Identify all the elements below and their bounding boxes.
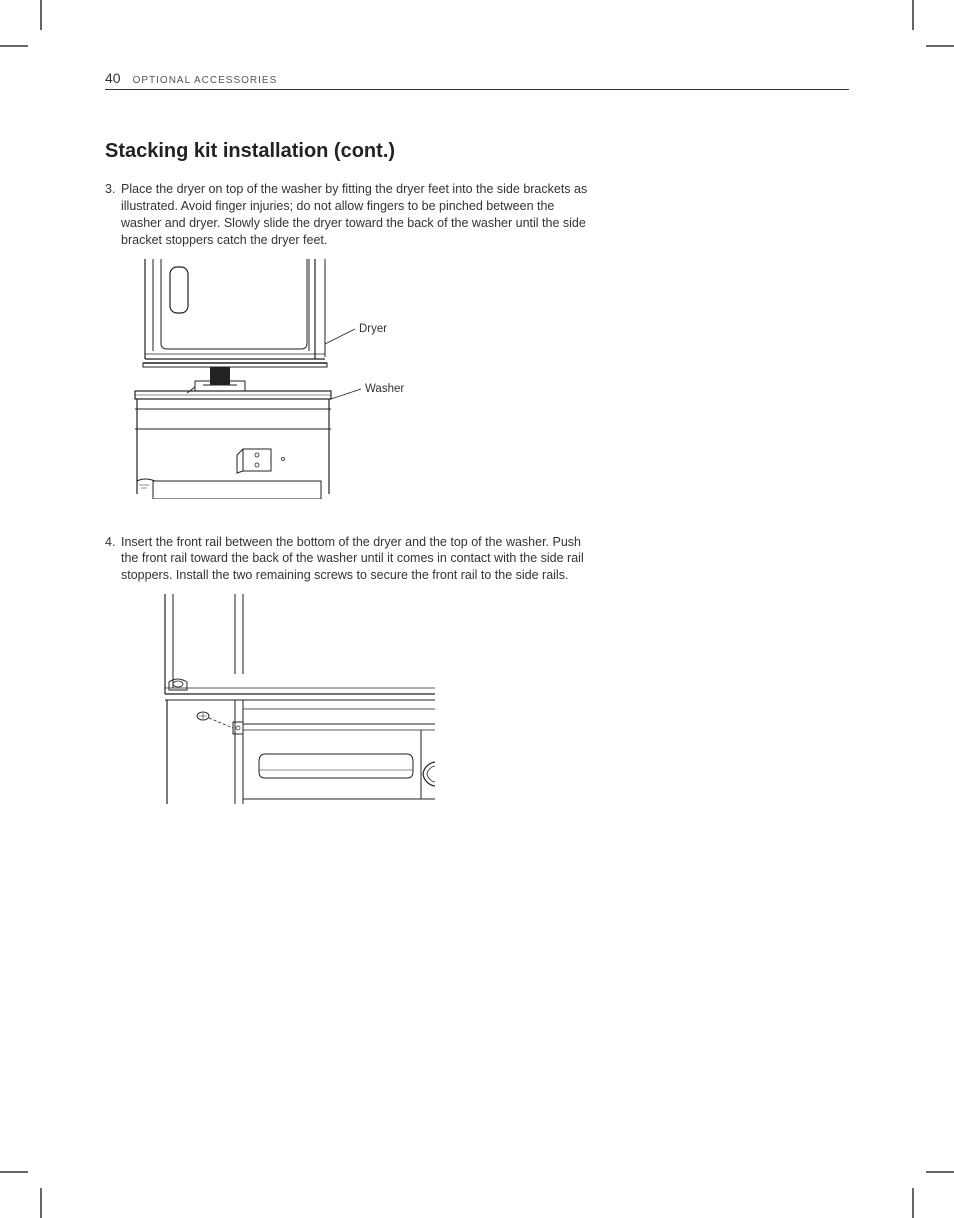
dryer-illustration — [143, 259, 327, 385]
figure-dryer-washer: Dryer Washer — [125, 259, 595, 499]
page-title: Stacking kit installation (cont.) — [105, 140, 849, 163]
section-name: OPTIONAL ACCESSORIES — [133, 75, 278, 86]
page-header: 40 OPTIONAL ACCESSORIES — [105, 70, 849, 90]
figure-front-rail — [125, 594, 595, 804]
page-number: 40 — [105, 70, 121, 86]
step-number: 4. — [105, 534, 121, 585]
washer-illustration — [135, 381, 331, 499]
content-column: 3. Place the dryer on top of the washer … — [105, 181, 595, 804]
page-content: 40 OPTIONAL ACCESSORIES Stacking kit ins… — [105, 70, 849, 839]
crop-mark — [40, 0, 42, 30]
dryer-label: Dryer — [359, 323, 387, 335]
step-4: 4. Insert the front rail between the bot… — [105, 534, 595, 585]
crop-mark — [0, 45, 28, 47]
crop-mark — [926, 45, 954, 47]
crop-mark — [912, 1188, 914, 1218]
washer-label: Washer — [365, 383, 404, 395]
crop-mark — [926, 1171, 954, 1173]
step-text: Insert the front rail between the bottom… — [121, 534, 595, 585]
crop-mark — [912, 0, 914, 30]
step-3: 3. Place the dryer on top of the washer … — [105, 181, 595, 249]
step-text: Place the dryer on top of the washer by … — [121, 181, 595, 249]
step-number: 3. — [105, 181, 121, 249]
crop-mark — [0, 1171, 28, 1173]
crop-mark — [40, 1188, 42, 1218]
screw-detail — [197, 712, 243, 734]
